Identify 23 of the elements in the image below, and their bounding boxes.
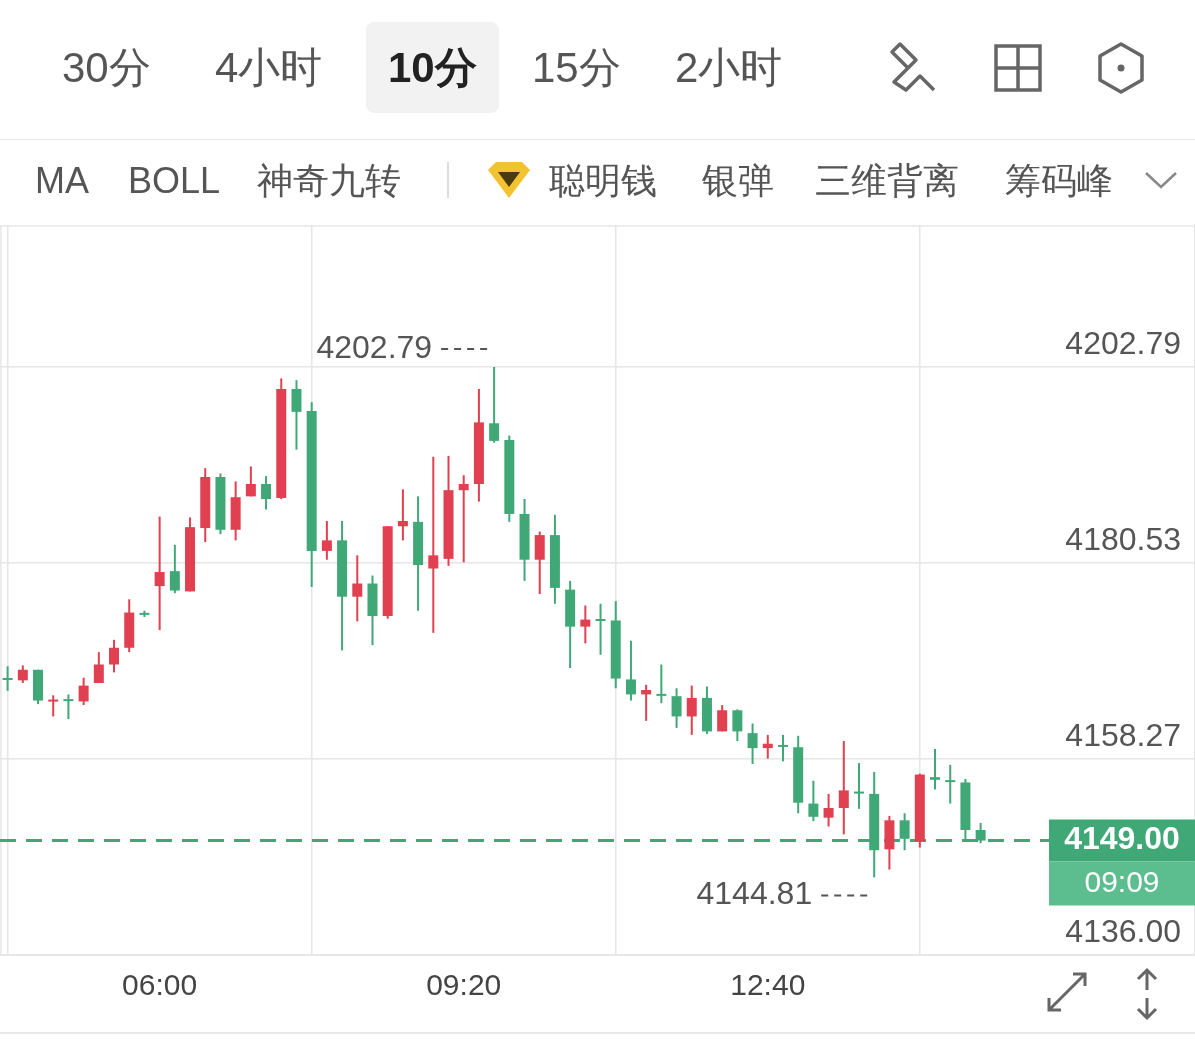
y-tick-label: 4180.53: [1065, 520, 1181, 557]
y-tick-label: 4136.00: [1065, 912, 1181, 949]
text: 4小时: [214, 43, 324, 93]
text: 三维背离: [815, 159, 959, 203]
annotation: 4202.79: [316, 328, 433, 365]
x-tick-label: 09:20: [426, 968, 502, 1002]
x-tick-label: 12:40: [730, 968, 806, 1002]
text: 10分: [366, 22, 499, 113]
x-tick-label: 06:00: [122, 968, 198, 1002]
y-tick-label: 4158.27: [1065, 716, 1181, 753]
text: 银弹: [702, 159, 774, 203]
annotation: 09:09: [1084, 864, 1160, 898]
text: 聪明钱: [549, 159, 657, 203]
text: 30分: [61, 43, 152, 93]
text: 2小时: [674, 43, 784, 93]
text: MA: [35, 159, 89, 203]
y-tick-label: 4202.79: [1065, 324, 1181, 361]
ref-line-label: 4149.00: [1064, 820, 1180, 857]
text: 15分: [531, 43, 622, 93]
annotation: 4144.81: [696, 875, 813, 912]
text: 筹码峰: [1005, 159, 1113, 203]
text: BOLL: [128, 159, 221, 203]
text: 神奇九转: [257, 159, 401, 203]
